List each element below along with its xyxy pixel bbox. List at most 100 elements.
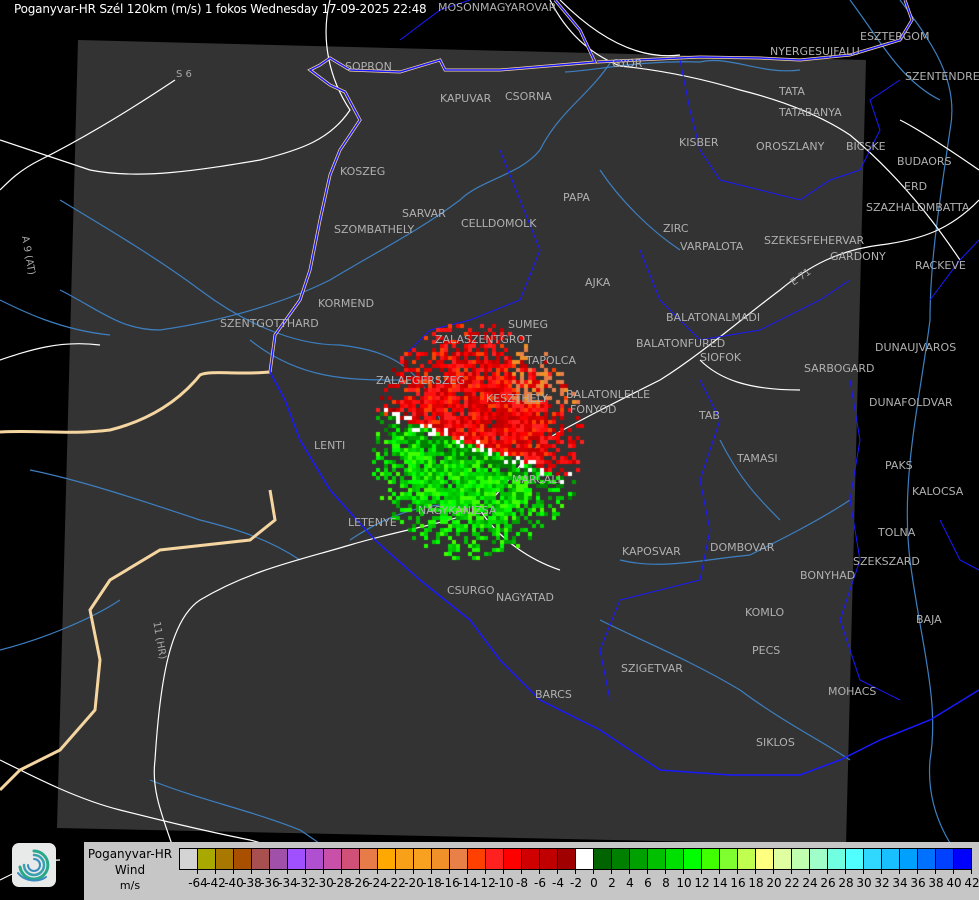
place-label: ZIRC	[663, 222, 689, 235]
legend-unit: m/s	[119, 879, 141, 892]
legend-swatch	[558, 849, 576, 869]
legend-tick-mark	[773, 868, 774, 874]
legend-tick-label: -30	[314, 876, 334, 890]
legend-tick-mark	[935, 868, 936, 874]
legend-tick-mark	[845, 868, 846, 874]
legend-swatch	[486, 849, 504, 869]
legend-tick-label: 12	[694, 876, 710, 890]
place-label: SARBOGARD	[804, 362, 875, 375]
place-label: KOMLO	[745, 606, 785, 619]
legend-swatch	[252, 849, 270, 869]
legend-swatch	[882, 849, 900, 869]
legend-swatch	[954, 849, 971, 869]
place-label: BALATONLELLE	[566, 388, 651, 401]
legend-tick-label: -6	[534, 876, 546, 890]
legend-swatch	[936, 849, 954, 869]
legend-tick-mark	[359, 868, 360, 874]
legend-tick-label: 38	[928, 876, 944, 890]
legend-swatch	[612, 849, 630, 869]
legend-tick-label: -42	[206, 876, 226, 890]
legend-tick-mark	[377, 868, 378, 874]
place-label: DOMBOVAR	[710, 541, 775, 554]
legend-tick-mark	[215, 868, 216, 874]
legend-tick-mark	[197, 868, 198, 874]
place-label: RACKEVE	[915, 259, 966, 272]
legend-ticks: -64 -42 -40 -38 -36 -34 -32 -30 -28 -26 -24 -22 -20-…	[84, 868, 979, 898]
legend-tick-label: 36	[910, 876, 926, 890]
legend-tick-label: -28	[332, 876, 352, 890]
legend-tick-label: 30	[856, 876, 872, 890]
legend-swatch	[468, 849, 486, 869]
map-title: Poganyvar-HR Szél 120km (m/s) 1 fokos We…	[14, 2, 427, 16]
legend-tick-label: 4	[626, 876, 634, 890]
legend-tick-mark	[449, 868, 450, 874]
place-label: NAGYKANIZSA	[418, 504, 497, 517]
place-label: BALATONALMADI	[666, 311, 761, 324]
place-label: SZEKSZARD	[853, 555, 920, 568]
place-label: SOPRON	[345, 60, 392, 73]
legend-tick-mark	[287, 868, 288, 874]
place-label: BONYHAD	[800, 569, 856, 582]
place-label: SZIGETVAR	[621, 662, 683, 675]
place-label: NAGYATAD	[496, 591, 554, 604]
legend-color-scale	[179, 848, 972, 870]
place-label: TAPOLCA	[526, 354, 577, 367]
legend-tick-label: -26	[350, 876, 370, 890]
legend-swatch	[342, 849, 360, 869]
place-label: AJKA	[585, 276, 611, 289]
legend-tick-mark	[719, 868, 720, 874]
place-label: MOSONMAGYAROVAR	[438, 1, 557, 14]
place-label: SARVAR	[402, 207, 446, 220]
legend-tick-label: -36	[260, 876, 280, 890]
place-label: BAJA	[916, 613, 942, 626]
legend-swatch	[630, 849, 648, 869]
legend-swatch	[720, 849, 738, 869]
legend-tick-mark	[251, 868, 252, 874]
legend-tick-label: -40	[224, 876, 244, 890]
place-label: SZOMBATHELY	[334, 223, 415, 236]
legend-quantity: Wind	[114, 863, 146, 877]
legend-tick-label: 0	[590, 876, 598, 890]
legend-tick-mark	[323, 868, 324, 874]
legend-swatch	[396, 849, 414, 869]
legend-swatch	[198, 849, 216, 869]
place-label: CSURGO	[447, 584, 495, 597]
road-label: S 6	[176, 69, 192, 80]
place-label: PAKS	[885, 459, 913, 472]
legend-tick-label: -16	[440, 876, 460, 890]
place-label: KOSZEG	[340, 165, 386, 178]
legend-swatch	[522, 849, 540, 869]
legend-tick-mark	[503, 868, 504, 874]
place-label: PAPA	[563, 191, 590, 204]
legend-tick-label: -10	[494, 876, 514, 890]
legend-swatch	[900, 849, 918, 869]
place-label: CELLDOMOLK	[461, 217, 537, 230]
legend-tick-mark	[269, 868, 270, 874]
legend-tick-mark	[863, 868, 864, 874]
legend-swatch	[234, 849, 252, 869]
legend-swatch	[792, 849, 810, 869]
place-label: VARPALOTA	[680, 240, 744, 253]
legend-tick-mark	[341, 868, 342, 874]
legend-swatch	[828, 849, 846, 869]
legend-tick-mark	[827, 868, 828, 874]
place-label: BUDAORS	[897, 155, 952, 168]
legend-tick-label: 32	[874, 876, 890, 890]
legend-tick-mark	[917, 868, 918, 874]
legend-tick-label: 24	[802, 876, 818, 890]
place-label: LETENYE	[348, 516, 397, 529]
legend-swatch	[864, 849, 882, 869]
legend-tick-mark	[899, 868, 900, 874]
place-label: SIOFOK	[700, 351, 742, 364]
legend-tick-mark	[413, 868, 414, 874]
legend-swatch	[180, 849, 198, 869]
legend-swatch	[216, 849, 234, 869]
place-label: CSORNA	[505, 90, 552, 103]
legend-tick-mark	[305, 868, 306, 874]
place-label: BALATONFURED	[636, 337, 726, 350]
place-label: LENTI	[314, 439, 346, 452]
place-label: KORMEND	[318, 297, 375, 310]
place-label: ESZTERGOM	[860, 30, 930, 43]
legend-tick-label: 10	[676, 876, 692, 890]
place-label: NYERGESUJFALU	[770, 45, 860, 58]
